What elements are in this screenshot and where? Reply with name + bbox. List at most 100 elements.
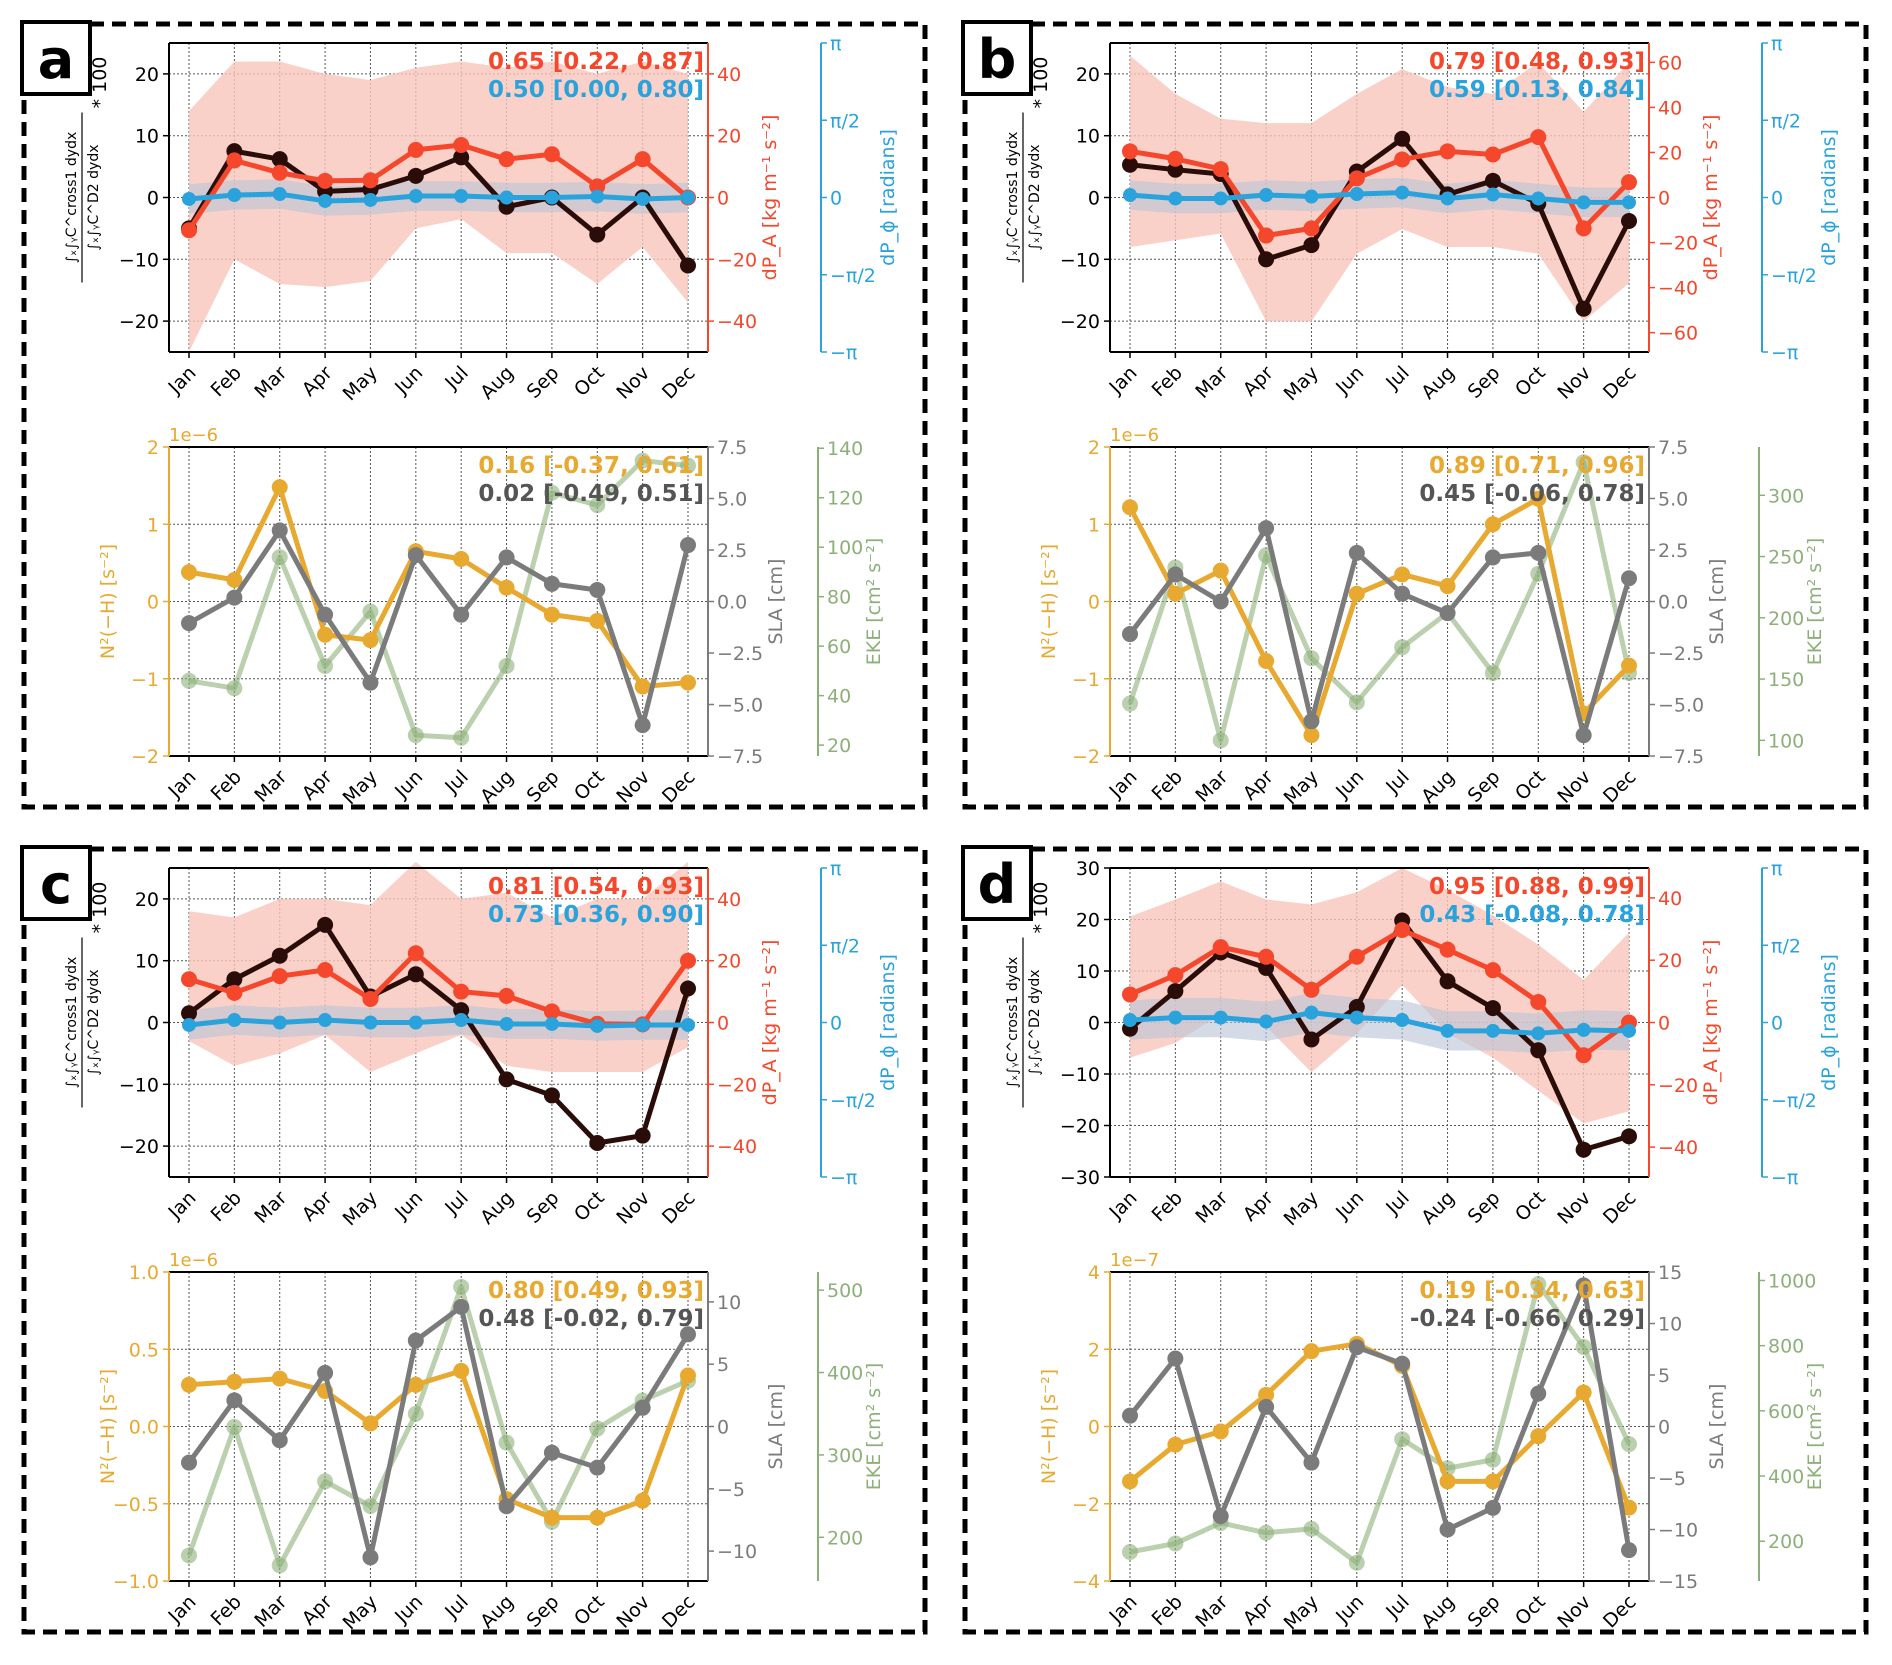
- phase-line: [1129, 1010, 1630, 1036]
- eke-point: [1348, 694, 1365, 711]
- ratio-point: [271, 947, 288, 964]
- sla-point: [1575, 1277, 1592, 1294]
- ratio-label-numerator: ∫ₓ∫ᵧC^cross1 dydx: [1005, 132, 1021, 264]
- ratio-point: [1530, 1042, 1547, 1059]
- sla-point: [1212, 1508, 1229, 1525]
- left-tick-label: −2: [1072, 1494, 1100, 1516]
- ratio-point: [634, 1127, 651, 1144]
- left-tick-label: −0.5: [113, 1494, 159, 1516]
- phase-point: [681, 190, 695, 205]
- phase-axis-label: dP_ϕ [radians]: [1818, 954, 1840, 1091]
- phase-point: [590, 1018, 605, 1033]
- amp-point: [1530, 129, 1547, 146]
- month-tick-label: Jul: [1381, 766, 1413, 798]
- ratio-point: [1575, 300, 1592, 317]
- amp-axis-tick-label: −40: [717, 311, 757, 333]
- ratio-point: [317, 916, 334, 933]
- phase-point: [1440, 191, 1455, 206]
- phase-point: [1168, 1010, 1183, 1025]
- amp-point: [589, 178, 606, 195]
- sla-axis-tick-label: 5.0: [1658, 489, 1688, 511]
- phase-point: [1531, 1026, 1546, 1041]
- phase-correlation-text: 0.59 [0.13, 0.84]: [1429, 77, 1645, 103]
- month-tick-label: Jun: [1331, 362, 1368, 399]
- ratio-point: [181, 1005, 197, 1022]
- panel-letter-box: [20, 20, 92, 96]
- amp-axis-tick-label: −40: [717, 1136, 757, 1158]
- eke-point: [1621, 1436, 1637, 1453]
- left-tick-label: 0: [147, 592, 159, 614]
- n2-point: [181, 564, 197, 581]
- month-tick-label: Feb: [207, 1187, 246, 1226]
- phase-axis-tick-label: −π/2: [830, 265, 876, 287]
- phase-point: [1349, 1010, 1364, 1025]
- left-tick-label: 2: [1088, 437, 1100, 459]
- left-tick-label: −1.0: [113, 1571, 159, 1593]
- n2-point: [634, 678, 651, 695]
- n2-line: [1127, 496, 1631, 738]
- sla-correlation-text: -0.24 [-0.66, 0.29]: [1410, 1306, 1645, 1332]
- sla-point: [407, 1332, 424, 1349]
- n2-correlation-text: 0.89 [0.71, 0.96]: [1429, 453, 1645, 479]
- amp-point: [317, 961, 334, 978]
- left-tick-label: 0: [147, 1013, 159, 1035]
- phase-axis-tick-label: π/2: [830, 110, 860, 132]
- sla-axis-tick-label: 2.5: [1658, 540, 1688, 562]
- sla-point: [226, 589, 243, 606]
- sla-axis-tick-label: 0: [1658, 1417, 1670, 1439]
- amp-point: [1348, 948, 1365, 965]
- left-tick-label: −10: [119, 249, 159, 271]
- n2-point: [1212, 1423, 1229, 1440]
- n2-line: [188, 484, 689, 689]
- month-tick-label: Sep: [523, 766, 564, 807]
- amp-axis-tick-label: 40: [717, 889, 741, 911]
- amp-point: [181, 971, 197, 988]
- month-tick-label: Dec: [1599, 766, 1641, 808]
- panel-d: d−30−20−100102030−40−2002040−π−π/20π/2πJ…: [961, 845, 1869, 1635]
- eke-point: [634, 452, 651, 469]
- month-tick-label: Apr: [1239, 362, 1278, 401]
- amp-point: [362, 172, 379, 189]
- n2-point: [453, 551, 470, 568]
- sla-point: [1394, 1355, 1411, 1372]
- phase-point: [1395, 185, 1410, 200]
- month-tick-label: Mar: [250, 1187, 291, 1228]
- eke-axis-tick-label: 150: [1768, 669, 1804, 691]
- amp-point: [680, 952, 696, 969]
- ratio-label-numerator: ∫ₓ∫ᵧC^cross1 dydx: [1005, 957, 1021, 1089]
- eke-point: [226, 1418, 243, 1435]
- sla-axis-tick-label: −5.0: [1658, 695, 1704, 717]
- eke-point: [181, 1547, 197, 1564]
- left-tick-label: 2: [1088, 1339, 1100, 1361]
- panel-letter: c: [40, 853, 72, 916]
- n2-point: [680, 1367, 696, 1384]
- month-tick-label: Jan: [1105, 1591, 1142, 1628]
- sla-point: [1212, 593, 1229, 610]
- month-tick-label: Apr: [1239, 1187, 1278, 1226]
- phase-axis-tick-label: π/2: [830, 935, 860, 957]
- phase-point: [1304, 189, 1319, 204]
- amp-axis-tick-label: 0: [717, 188, 729, 210]
- sla-correlation-text: 0.48 [-0.02, 0.79]: [478, 1306, 704, 1332]
- ratio-label-denominator: ∫ₓ∫ᵧC^D2 dydx: [1027, 969, 1043, 1075]
- amp-point: [1439, 143, 1456, 160]
- amp-axis-label: dP_A [kg m⁻¹ s⁻²]: [759, 940, 781, 1106]
- ratio-axis-label: ∫ₓ∫ᵧC^cross1 dydx ∫ₓ∫ᵧC^D2 dydx * 100: [1005, 57, 1052, 283]
- n2-point: [1530, 490, 1547, 507]
- amp-point: [1258, 948, 1275, 965]
- month-tick-label: Aug: [476, 1591, 518, 1633]
- amp-point: [362, 991, 379, 1008]
- n2-point: [271, 1370, 288, 1387]
- month-tick-label: Mar: [1191, 766, 1232, 807]
- month-tick-label: Oct: [1511, 362, 1550, 401]
- phase-axis-tick-label: π: [830, 858, 841, 880]
- ratio-line: [1128, 918, 1630, 1153]
- sla-point: [1167, 1350, 1184, 1367]
- sla-line: [186, 1304, 691, 1560]
- eke-axis-tick-label: 1000: [1768, 1270, 1816, 1292]
- phase-point: [363, 1015, 378, 1030]
- eke-axis-tick-label: 600: [1768, 1401, 1804, 1423]
- amp-point: [1212, 161, 1229, 178]
- phase-point: [499, 190, 514, 205]
